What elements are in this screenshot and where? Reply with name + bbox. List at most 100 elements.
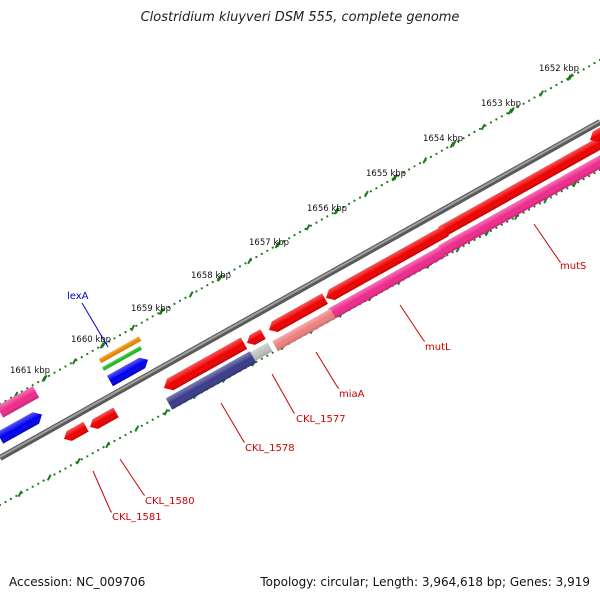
- outer-ruler-dot: [80, 356, 83, 359]
- inner-ruler-dot: [588, 175, 591, 178]
- outer-ruler-dot: [168, 306, 171, 309]
- outer-ruler-dot: [489, 121, 492, 124]
- outer-ruler-dot: [402, 171, 405, 174]
- cds-left-blue: [0, 412, 42, 444]
- inner-ruler-dot: [582, 178, 585, 181]
- gene-label-miaa[interactable]: miaA: [339, 389, 365, 400]
- inner-ruler-dot: [42, 479, 45, 482]
- outer-ruler-dot: [517, 105, 520, 108]
- outer-ruler-dot: [386, 180, 389, 184]
- outer-ruler-dot: [353, 199, 356, 202]
- outer-ruler-dot: [271, 246, 274, 249]
- cds-lexA: [107, 357, 148, 387]
- scale-tick-label: 1652 kbp: [539, 64, 579, 74]
- gene-label-ckl-1580-leader: [119, 458, 145, 496]
- inner-tick: [163, 409, 169, 416]
- outer-ruler-dot: [544, 90, 547, 93]
- inner-ruler-dot: [555, 193, 558, 196]
- accession-text: Accession: NC_009706: [9, 575, 146, 589]
- cds-mutS-track2: [438, 150, 600, 257]
- outer-ruler-dot: [440, 149, 443, 152]
- cds-lexA-orange: [98, 336, 142, 364]
- cds-mutS: [436, 134, 600, 238]
- outer-minor-tick: [247, 257, 252, 265]
- inner-ruler-dot: [478, 235, 482, 239]
- outer-ruler-dot: [446, 146, 449, 149]
- outer-minor-tick: [480, 123, 486, 131]
- inner-ruler-dot: [86, 455, 89, 458]
- outer-major-tick: [507, 108, 513, 115]
- inner-ruler-dot: [102, 446, 105, 449]
- outer-ruler-dot: [124, 331, 127, 334]
- outer-ruler-dot: [260, 252, 263, 255]
- outer-minor-tick: [130, 324, 136, 332]
- outer-ruler-dot: [97, 346, 100, 349]
- outer-ruler-dot: [228, 271, 231, 274]
- inner-tick: [17, 490, 23, 498]
- inner-ruler-dot: [593, 171, 596, 175]
- outer-ruler-dot: [195, 290, 198, 293]
- gene-label-miaa-leader: [315, 351, 339, 389]
- gene-label-lexa[interactable]: lexA: [67, 291, 89, 302]
- outer-ruler-dot: [140, 321, 143, 324]
- inner-ruler-dot: [560, 190, 563, 193]
- outer-ruler-dot: [206, 284, 209, 287]
- outer-ruler-dot: [266, 249, 269, 252]
- gene-label-ckl-1577[interactable]: CKL_1577: [296, 414, 346, 425]
- inner-ruler-dot: [151, 418, 154, 421]
- outer-ruler-dot: [222, 274, 225, 277]
- inner-ruler-dot: [118, 436, 122, 440]
- outer-ruler-dot: [244, 262, 247, 265]
- outer-minor-tick: [159, 307, 165, 315]
- inner-ruler-dot: [451, 251, 454, 254]
- gene-label-ckl-1578[interactable]: CKL_1578: [245, 443, 295, 454]
- outer-ruler-dot: [429, 155, 432, 158]
- outer-ruler-dot: [178, 299, 182, 302]
- inner-ruler-dot: [566, 187, 569, 190]
- gene-label-ckl-1581-leader: [92, 470, 112, 513]
- outer-ruler-dot: [58, 368, 62, 371]
- outer-ruler-dot: [418, 162, 422, 165]
- gene-label-lexa-leader: [81, 302, 109, 348]
- inner-ruler-dot: [446, 254, 449, 257]
- scale-tick-label: 1653 kbp: [481, 99, 521, 109]
- outer-minor-tick: [451, 140, 457, 147]
- outer-ruler-dot: [282, 240, 285, 243]
- gene-label-ckl-1578-leader: [220, 402, 245, 443]
- inner-ruler-dot: [266, 354, 269, 357]
- gene-label-mutl[interactable]: mutL: [425, 342, 451, 353]
- scale-tick-label: 1654 kbp: [423, 134, 463, 144]
- inner-ruler-dot: [511, 217, 514, 220]
- outer-ruler-dot: [238, 265, 242, 268]
- cds-features: [0, 123, 600, 444]
- outer-ruler-dot: [146, 318, 149, 321]
- outer-ruler-dot: [413, 165, 416, 168]
- outer-ruler-dot: [309, 224, 312, 227]
- scale-tick-label: 1655 kbp: [366, 169, 406, 179]
- gene-callouts: mutS mutL miaA CKL_1577 CKL_1578 CKL_1580 CKL_…: [67, 223, 586, 523]
- outer-ruler-dot: [435, 152, 438, 155]
- inner-ruler-dot: [58, 470, 62, 473]
- outer-ruler-dot: [358, 196, 362, 199]
- gene-label-muts-leader: [533, 223, 561, 263]
- outer-ruler-dot: [528, 99, 531, 102]
- inner-ruler-dot: [506, 220, 509, 223]
- outer-ruler-dot: [173, 302, 176, 305]
- gene-label-ckl-1580[interactable]: CKL_1580: [145, 496, 195, 507]
- inner-ruler-dot: [271, 351, 274, 354]
- gene-label-muts[interactable]: mutS: [560, 261, 586, 272]
- cds-CKL-1578: [164, 337, 248, 391]
- scale-tick-label: 1657 kbp: [249, 238, 289, 248]
- inner-ruler-dot: [9, 497, 12, 500]
- inner-ruler-dot: [4, 500, 7, 504]
- outer-scale-ruler: 1652 kbp 1653 kbp 1654 kbp 1655 kbp 1656 kbp…: [0, 58, 600, 406]
- inner-tick: [134, 425, 140, 432]
- inner-ruler-dot: [0, 503, 2, 507]
- outer-ruler-dot: [408, 168, 411, 171]
- outer-minor-tick: [364, 190, 369, 198]
- outer-ruler-dot: [37, 381, 40, 384]
- inner-ruler-dot: [500, 223, 503, 226]
- gene-label-ckl-1581[interactable]: CKL_1581: [112, 512, 162, 523]
- inner-ruler-dot: [69, 464, 72, 467]
- inner-ruler-dot: [468, 242, 471, 245]
